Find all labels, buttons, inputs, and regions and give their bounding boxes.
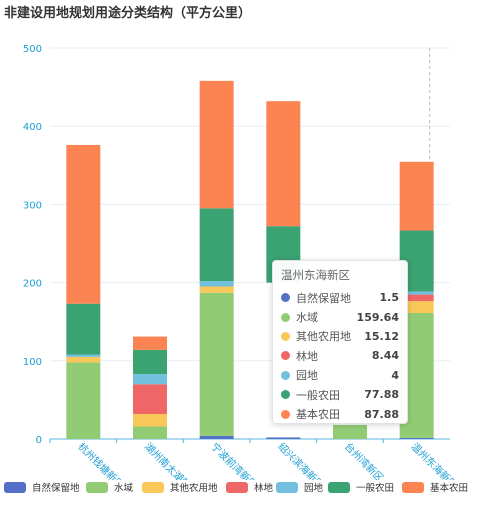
tooltip-row-value: 4: [391, 368, 399, 382]
legend-swatch-icon: [4, 481, 26, 493]
tooltip-row-value: 159.64: [356, 310, 399, 324]
tooltip-row: 一般农田 77.88: [281, 385, 399, 404]
series-dot-icon: [281, 312, 290, 322]
legend-label: 其他农用地: [170, 483, 218, 494]
series-dot-icon: [281, 390, 290, 400]
tooltip-title: 温州东海新区: [281, 268, 350, 282]
legend-item-forest[interactable]: 林地: [226, 480, 273, 494]
stacked-bar-chart: 0 100 200 300 400 500 杭州钱塘新区 湖州南太湖新区 宁波前湾新区 绍兴滨海新…: [23, 44, 461, 480]
x-category-label: 绍兴滨海新区: [275, 440, 327, 480]
legend-label: 基本农田: [430, 483, 469, 494]
series-dot-icon: [281, 331, 290, 341]
legend-label: 自然保留地: [32, 483, 80, 494]
bar-segment: [199, 208, 234, 282]
legend-label: 水域: [114, 483, 134, 494]
bar-segment: [199, 281, 234, 287]
legend: 自然保留地 水域 其他农用地 林地 园地 一般农田 基本农田: [0, 480, 486, 496]
bar-segment: [399, 294, 434, 302]
series-dot-icon: [281, 351, 290, 361]
legend-item-garden[interactable]: 园地: [276, 480, 323, 494]
bar-segment: [199, 435, 234, 439]
tooltip-row-value: 15.12: [364, 329, 399, 343]
legend-swatch-icon: [402, 481, 424, 493]
legend-label: 林地: [254, 483, 274, 494]
legend-label: 一般农田: [356, 483, 395, 494]
x-category-label: 宁波前湾新区: [209, 440, 261, 480]
bar-segment: [66, 362, 101, 439]
y-tick-label: 500: [23, 44, 42, 55]
bar-segment: [333, 424, 367, 439]
tooltip-row-name: 林地: [296, 349, 318, 363]
bar-segment: [66, 144, 101, 304]
bar-segment: [133, 374, 167, 385]
tooltip-row: 自然保留地 1.5: [281, 288, 399, 307]
x-category-label: 台州湾新区: [342, 440, 387, 480]
tooltip-row: 基本农田 87.88: [281, 404, 399, 423]
y-tick-label: 200: [23, 279, 42, 290]
legend-item-nature-reserve[interactable]: 自然保留地: [4, 480, 80, 494]
legend-item-other-farmland[interactable]: 其他农用地: [142, 480, 218, 494]
bar-segment: [133, 349, 167, 375]
bar-segment: [266, 437, 301, 439]
chart-title: 非建设用地规划用途分类结构（平方公里）: [4, 6, 252, 21]
bar-segment: [199, 80, 234, 209]
tooltip-row: 园地 4: [281, 366, 399, 385]
series-dot-icon: [281, 409, 290, 419]
tooltip-row-name: 其他农用地: [296, 330, 351, 344]
tooltip-row-value: 8.44: [371, 349, 399, 363]
tooltip-row-name: 一般农田: [296, 388, 340, 402]
tooltip-row-name: 自然保留地: [296, 291, 351, 305]
bar-segment: [266, 101, 301, 227]
x-category-label: 杭州钱塘新区: [75, 440, 127, 480]
tooltip-row: 林地 8.44: [281, 346, 399, 365]
bar-segment: [399, 161, 434, 231]
bar-segment: [66, 354, 101, 357]
x-category-label: 湖州南太湖新区: [142, 440, 201, 480]
bar-segment: [66, 303, 101, 355]
bar-segment: [399, 437, 434, 439]
legend-item-basic-farmland[interactable]: 基本农田: [402, 480, 468, 494]
tooltip-row-name: 基本农田: [296, 408, 340, 422]
legend-item-general-farmland[interactable]: 一般农田: [328, 480, 394, 494]
legend-swatch-icon: [276, 481, 298, 493]
y-tick-label: 100: [23, 357, 42, 368]
bar-segment: [199, 286, 234, 293]
bar-segment: [399, 291, 434, 295]
bar-segment: [133, 426, 167, 439]
bar-segment: [133, 413, 167, 427]
legend-label: 园地: [304, 483, 324, 494]
tooltip-row: 水域 159.64: [281, 307, 399, 326]
tooltip-row-name: 水域: [296, 311, 318, 325]
tooltip-row-value: 77.88: [364, 388, 399, 402]
y-tick-label: 300: [23, 200, 42, 211]
y-tick-label: 0: [36, 435, 42, 446]
legend-item-water[interactable]: 水域: [86, 480, 133, 494]
tooltip-row-value: 1.5: [379, 291, 400, 305]
tooltip-row: 其他农用地 15.12: [281, 327, 399, 346]
legend-swatch-icon: [328, 481, 350, 493]
x-category-label: 温州东海新区: [409, 440, 461, 480]
bar-segment: [399, 301, 434, 313]
legend-swatch-icon: [142, 481, 164, 493]
legend-swatch-icon: [226, 481, 248, 493]
bar-segment: [133, 336, 167, 350]
bar-segment: [133, 384, 167, 414]
bar-segment: [199, 292, 234, 436]
tooltip-row-name: 园地: [296, 369, 318, 383]
y-tick-label: 400: [23, 122, 42, 133]
bar-segment: [66, 356, 101, 363]
legend-swatch-icon: [86, 481, 108, 493]
series-dot-icon: [281, 370, 290, 380]
series-dot-icon: [281, 293, 290, 303]
tooltip: 温州东海新区 自然保留地 1.5 水域 159.64 其他农用地 15.12 林…: [272, 260, 408, 424]
tooltip-row-value: 87.88: [364, 407, 399, 421]
